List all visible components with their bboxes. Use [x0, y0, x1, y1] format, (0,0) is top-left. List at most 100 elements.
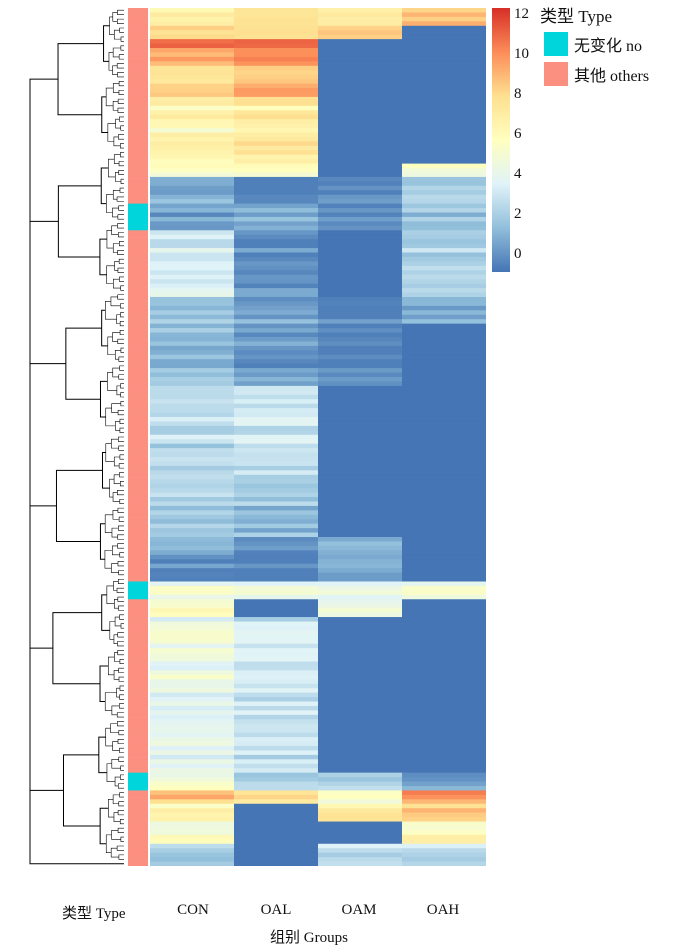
type-annotation-cell: [128, 421, 148, 427]
heatmap-cell: [318, 132, 402, 138]
heatmap-cell: [234, 505, 318, 511]
heatmap-cell: [318, 292, 402, 298]
heatmap-cell: [234, 452, 318, 458]
heatmap-cell: [402, 817, 486, 823]
heatmap-cell: [318, 563, 402, 569]
dendrogram-branch: [113, 581, 119, 591]
heatmap-cell: [402, 381, 486, 387]
colorbar-segment: [492, 76, 510, 78]
heatmap-cell: [402, 697, 486, 703]
type-annotation-cell: [128, 794, 148, 800]
heatmap-cell: [318, 390, 402, 396]
heatmap-cell: [402, 150, 486, 156]
heatmap-cell: [234, 43, 318, 49]
heatmap-cell: [234, 599, 318, 605]
heatmap-cell: [318, 705, 402, 712]
heatmap-cell: [318, 777, 402, 783]
heatmap-cell: [402, 56, 486, 62]
colorbar-segment: [492, 204, 510, 206]
heatmap-cell: [318, 128, 402, 134]
colorbar-segment: [492, 58, 510, 60]
dendrogram-branch: [116, 845, 124, 851]
heatmap-cell: [150, 697, 234, 703]
dendrogram-branch: [118, 605, 124, 611]
heatmap-cell: [150, 572, 234, 578]
legend-label-no: 无变化 no: [574, 38, 643, 55]
heatmap-cell: [402, 305, 486, 311]
heatmap-cell: [318, 577, 402, 583]
heatmap-cell: [402, 341, 486, 347]
colorbar-segment: [492, 239, 510, 241]
heatmap-cell: [234, 577, 318, 583]
heatmap-cell: [234, 688, 318, 694]
heatmap-cell: [234, 208, 318, 214]
heatmap-cell: [234, 385, 318, 391]
dendrogram-branch: [105, 407, 116, 427]
heatmap-cell: [318, 430, 402, 436]
dendrogram-branch: [119, 321, 124, 327]
heatmap-cell: [150, 768, 234, 774]
colorbar-segment: [492, 91, 510, 93]
heatmap-cell: [402, 737, 486, 743]
heatmap-cell: [234, 768, 318, 774]
colorbar-segment: [492, 166, 510, 168]
heatmap-cell: [150, 101, 234, 107]
type-annotation-cell: [128, 323, 148, 329]
type-annotation-cell: [128, 332, 148, 338]
colorbar-segment: [492, 185, 510, 187]
colorbar-segment: [492, 250, 510, 252]
heatmap-cell: [234, 514, 318, 520]
heatmap-cell: [318, 554, 402, 560]
x-label-con: CON: [177, 902, 209, 918]
type-annotation-cell: [128, 839, 148, 845]
heatmap-cell: [318, 674, 402, 680]
heatmap-cell: [318, 234, 402, 240]
heatmap-cell: [234, 390, 318, 396]
colorbar-segment: [492, 121, 510, 123]
type-annotation-cell: [128, 212, 148, 218]
heatmap-cell: [150, 523, 234, 529]
type-annotation-cell: [128, 554, 148, 560]
heatmap-cell: [150, 479, 234, 485]
heatmap-cell: [234, 79, 318, 85]
type-annotation-cell: [128, 408, 148, 414]
colorbar-segment: [492, 27, 510, 29]
colorbar-segment: [492, 128, 510, 130]
heatmap-cell: [150, 176, 234, 182]
colorbar-segment: [492, 167, 510, 169]
heatmap-cell: [234, 488, 318, 494]
type-annotation-cell: [128, 12, 148, 18]
type-annotation-cell: [128, 697, 148, 703]
dendrogram-branch: [120, 481, 124, 487]
heatmap-cell: [318, 492, 402, 498]
heatmap-cell: [318, 470, 402, 476]
dendrogram-branch: [118, 463, 124, 469]
colorbar-segment: [492, 35, 510, 37]
heatmap-cell: [150, 590, 234, 596]
dendrogram-branch: [117, 534, 124, 540]
colorbar-segment: [492, 104, 510, 106]
heatmap-cell: [402, 492, 486, 498]
colorbar-segment: [492, 114, 510, 116]
heatmap-cell: [234, 857, 318, 863]
heatmap-cell: [234, 25, 318, 31]
heatmap-cell: [150, 643, 234, 649]
heatmap-cell: [234, 234, 318, 240]
dendrogram-branch: [118, 258, 124, 264]
colorbar-segment: [492, 231, 510, 233]
heatmap-cell: [150, 110, 234, 116]
heatmap-cell: [234, 416, 318, 423]
colorbar-segment: [492, 110, 510, 112]
heatmap-cell: [402, 843, 486, 849]
type-annotation-cell: [128, 701, 148, 707]
heatmap-cell: [318, 194, 402, 200]
colorbar-segment: [492, 182, 510, 184]
type-annotation-cell: [128, 256, 148, 262]
colorbar-segment: [492, 117, 510, 119]
heatmap-cell: [234, 554, 318, 560]
heatmap-cell: [150, 390, 234, 396]
heatmap-cell: [150, 585, 234, 591]
heatmap-cell: [234, 612, 318, 618]
heatmap-cell: [318, 599, 402, 605]
dendrogram-branch: [120, 143, 124, 149]
